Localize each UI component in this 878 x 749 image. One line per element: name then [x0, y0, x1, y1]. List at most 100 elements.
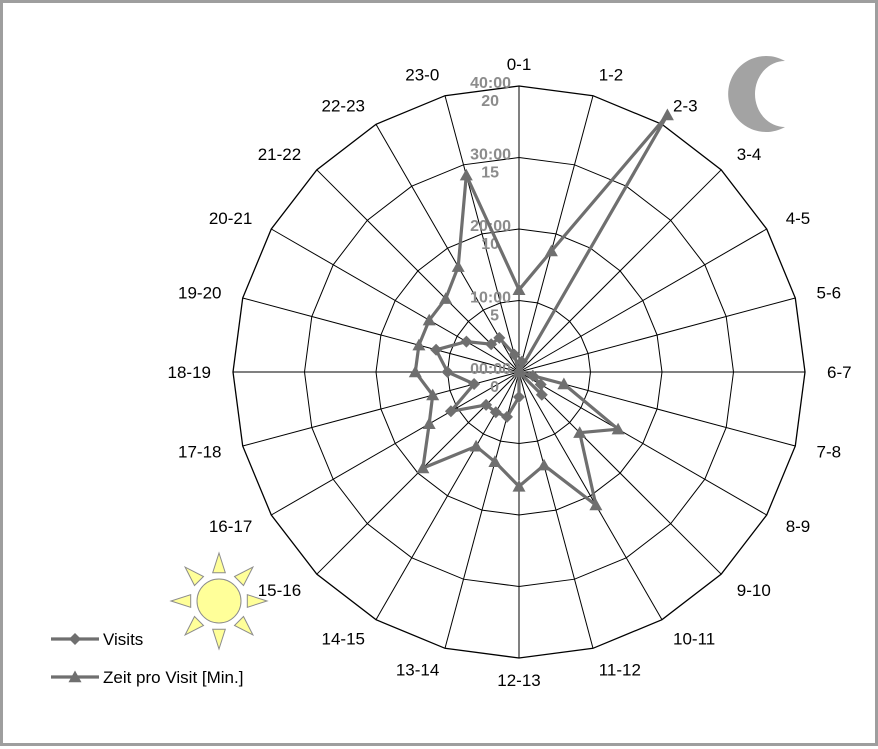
count-tick-label: 15	[481, 165, 499, 182]
time-tick-label: 00:00	[470, 361, 511, 378]
sun-disc	[196, 578, 242, 624]
category-label: 19-20	[178, 283, 221, 302]
data-point	[439, 292, 453, 304]
radar-chart: 0-1 1-2 2-3 3-4 4-5 5-6 6-7 7-8 8-9 9-10 10-11 11-1…	[51, 55, 852, 690]
sun-ray	[169, 594, 192, 608]
data-point	[426, 388, 440, 401]
category-label: 12-13	[497, 671, 540, 690]
sun-ray	[233, 615, 255, 637]
data-point	[469, 439, 483, 452]
category-label: 0-1	[507, 55, 532, 74]
category-label: 22-23	[322, 96, 365, 115]
legend: Visits Zeit pro Visit [Min.]	[51, 630, 243, 687]
grid-spoke	[375, 124, 520, 373]
data-point	[589, 498, 603, 511]
grid-spoke	[518, 371, 663, 620]
data-point	[416, 461, 430, 474]
data-point	[544, 244, 558, 257]
sun-icon	[169, 551, 269, 651]
time-tick-label: 40:00	[470, 75, 511, 92]
grid-spoke	[271, 228, 520, 373]
sun-ray	[212, 551, 226, 574]
data-point	[408, 365, 422, 378]
category-label: 8-9	[786, 517, 811, 536]
data-point	[512, 283, 526, 295]
data-point	[660, 108, 674, 121]
data-point	[501, 410, 513, 423]
data-point	[468, 378, 481, 390]
data-point	[557, 377, 571, 390]
category-label: 18-19	[168, 363, 211, 382]
grid-spoke	[518, 95, 594, 373]
count-tick-label: 0	[490, 379, 499, 396]
category-label: 17-18	[178, 443, 221, 462]
legend-label: Zeit pro Visit [Min.]	[103, 668, 243, 687]
category-label: 1-2	[599, 66, 624, 85]
grid-spoke	[518, 297, 796, 373]
data-point	[485, 338, 498, 351]
category-label: 10-11	[673, 630, 715, 649]
grid-spoke	[518, 371, 722, 575]
moon-icon	[728, 56, 785, 132]
legend-item: Visits	[51, 630, 143, 649]
sun-ray	[212, 628, 226, 651]
data-point	[480, 398, 493, 411]
category-label: 14-15	[322, 630, 365, 649]
category-labels: 0-1 1-2 2-3 3-4 4-5 5-6 6-7 7-8 8-9 9-10 10-11 11-1…	[168, 55, 852, 690]
category-label: 5-6	[817, 283, 842, 302]
category-label: 16-17	[209, 517, 252, 536]
sun-ray	[183, 615, 205, 637]
count-tick-label: 5	[490, 308, 499, 325]
category-label: 23-0	[405, 66, 439, 85]
sun-ray	[233, 565, 255, 587]
grid-spoke	[271, 371, 520, 516]
data-point	[573, 426, 587, 438]
category-label: 13-14	[396, 661, 439, 680]
data-point	[460, 335, 473, 348]
grid-spoke	[518, 371, 594, 649]
data-point	[422, 313, 436, 326]
data-point	[611, 422, 625, 435]
data-point	[451, 260, 465, 272]
data-point	[430, 343, 443, 356]
data-point	[493, 331, 506, 344]
grid-spoke	[518, 371, 767, 516]
category-label: 6-7	[827, 363, 852, 382]
legend-label: Visits	[103, 630, 143, 649]
category-label: 2-3	[673, 96, 698, 115]
data-point	[459, 168, 473, 181]
data-point	[513, 391, 525, 403]
legend-item: Zeit pro Visit [Min.]	[51, 668, 243, 687]
category-label: 15-16	[258, 581, 301, 600]
category-label: 20-21	[209, 209, 252, 228]
category-label: 11-12	[599, 661, 641, 680]
series-zeit-pro-visit	[408, 108, 674, 511]
category-label: 3-4	[737, 145, 762, 164]
legend-marker	[69, 633, 81, 645]
data-point	[488, 455, 502, 467]
category-label: 9-10	[737, 581, 771, 600]
grid-spoke	[518, 169, 722, 373]
category-label: 4-5	[786, 209, 811, 228]
data-point	[444, 405, 457, 418]
sun-ray	[246, 594, 269, 608]
data-point	[535, 388, 548, 401]
series-line	[413, 113, 669, 507]
data-point	[512, 365, 526, 378]
category-label: 21-22	[258, 145, 301, 164]
sun-ray	[183, 565, 205, 587]
data-point	[441, 366, 454, 378]
data-point	[534, 378, 547, 391]
data-point	[412, 338, 426, 351]
time-tick-label: 30:00	[470, 147, 511, 164]
data-point	[489, 406, 502, 419]
category-label: 7-8	[817, 443, 842, 462]
data-point	[537, 458, 551, 471]
time-tick-label: 10:00	[470, 290, 511, 307]
legend-marker	[68, 670, 82, 683]
data-point	[512, 479, 526, 492]
grid-spoke	[444, 95, 520, 373]
grid-spoke	[316, 169, 520, 373]
data-point	[508, 348, 521, 361]
